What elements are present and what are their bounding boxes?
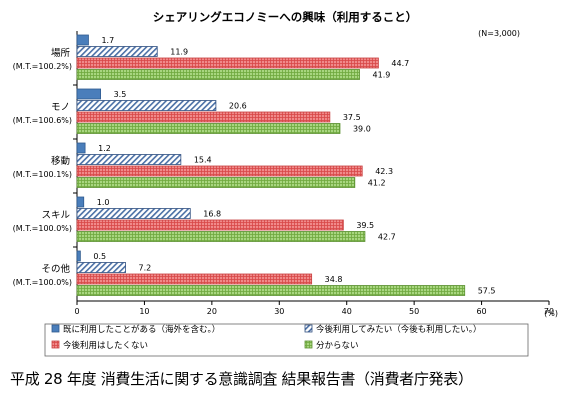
bar (76, 219, 344, 231)
legend-frame (44, 323, 529, 357)
legend-label: 今後利用はしたくない (63, 340, 148, 351)
legend: 既に利用したことがある（海外を含む。） 今後利用してみたい（今後も利用したい。） 今… (44, 323, 529, 357)
bar (76, 165, 363, 177)
bar (76, 177, 356, 188)
data-label: 41.2 (368, 179, 386, 188)
data-label: 3.5 (114, 90, 127, 99)
data-label: 42.7 (378, 233, 396, 242)
bar (76, 154, 182, 165)
bar (76, 34, 89, 46)
bar (76, 231, 366, 242)
sample-size-note: (N=3,000) (478, 29, 520, 38)
x-tick-label: 50 (409, 307, 419, 316)
bar (76, 111, 331, 123)
legend-swatch (304, 340, 313, 349)
data-label: 39.5 (356, 221, 374, 230)
x-tick-label: 20 (207, 307, 217, 316)
data-label: 1.0 (97, 198, 110, 207)
data-label: 7.2 (139, 264, 152, 273)
data-label: 41.9 (373, 71, 391, 80)
data-label: 44.7 (391, 59, 409, 68)
category-label: スキル (41, 210, 70, 221)
legend-swatch (51, 340, 60, 349)
x-tick-label: 40 (342, 307, 352, 316)
data-label: 1.7 (101, 36, 114, 45)
data-label: 39.0 (353, 125, 371, 134)
bar (76, 57, 379, 69)
bar (76, 69, 360, 80)
data-label: 20.6 (229, 102, 247, 111)
x-tick-label: 10 (139, 307, 149, 316)
bar (76, 262, 126, 273)
category-label: その他 (41, 263, 70, 275)
data-label: 0.5 (93, 252, 106, 261)
mt-label: (M.T.=100.0%) (13, 224, 72, 233)
data-label: 34.8 (325, 275, 343, 284)
bar (76, 208, 191, 219)
mt-label: (M.T.=100.1%) (13, 170, 72, 179)
mt-label: (M.T.=100.2%) (13, 62, 72, 71)
x-tick-label: 70 (544, 307, 554, 316)
bar (76, 273, 313, 285)
bar (76, 88, 102, 100)
bar (76, 250, 81, 262)
legend-label: 既に利用したことがある（海外を含む。） (63, 324, 220, 335)
category-label: 場所 (51, 47, 71, 59)
x-axis-unit: (%) (544, 309, 558, 318)
source-footer: 平成 28 年度 消費生活に関する意識調査 結果報告書（消費者庁発表） (10, 370, 473, 388)
data-label: 11.9 (170, 48, 188, 57)
data-label: 1.2 (98, 144, 111, 153)
data-label: 16.8 (203, 210, 221, 219)
legend-label: 分からない (316, 341, 359, 351)
category-label: 移動 (51, 155, 70, 167)
legend-swatch (304, 324, 313, 333)
bar (76, 123, 341, 134)
bar (76, 196, 85, 208)
category-label: モノ (51, 102, 70, 113)
legend-label: 今後利用してみたい（今後も利用したい。） (316, 324, 482, 335)
bar (76, 46, 158, 57)
data-label: 42.3 (375, 167, 393, 176)
legend-swatch (51, 324, 60, 333)
chart-title: シェアリングエコノミーへの興味（利用すること） (153, 10, 418, 24)
x-tick-label: 0 (74, 307, 79, 316)
x-tick-label: 30 (274, 307, 284, 316)
data-label: 57.5 (478, 287, 496, 296)
data-label: 15.4 (194, 156, 212, 165)
x-tick-label: 60 (476, 307, 486, 316)
data-label: 37.5 (343, 113, 361, 122)
bar (76, 100, 217, 111)
bar (76, 285, 466, 296)
mt-label: (M.T.=100.0%) (13, 278, 72, 287)
mt-label: (M.T.=100.6%) (13, 116, 72, 125)
bar (76, 142, 86, 154)
